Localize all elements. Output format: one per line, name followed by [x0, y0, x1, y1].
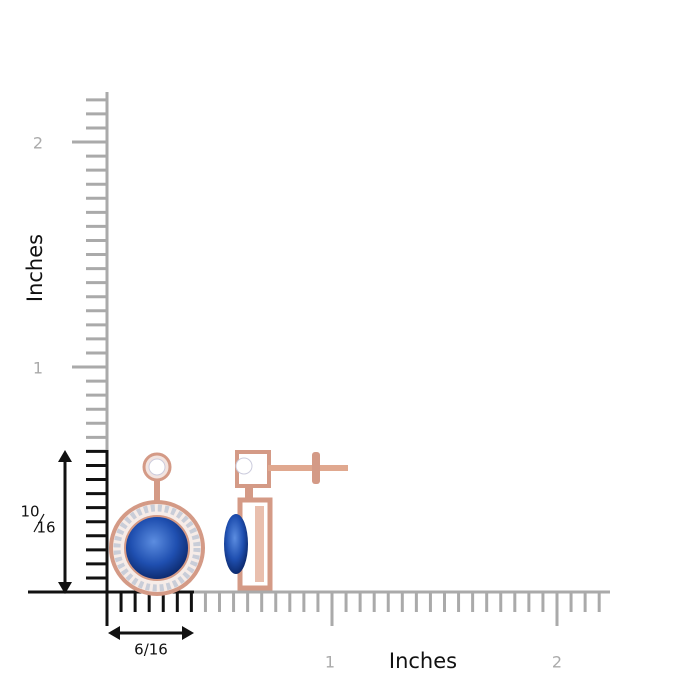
earring-side: [224, 450, 348, 591]
x-tick-label: 1: [325, 653, 335, 672]
x-axis-label: Inches: [389, 649, 457, 673]
y-tick-label: 2: [33, 134, 43, 153]
width-dimension: 6/16: [108, 626, 194, 659]
rulers: [72, 98, 601, 626]
width-label: 6/16: [134, 641, 168, 659]
height-numerator: 10: [20, 503, 39, 521]
x-tick-label: 2: [552, 653, 562, 672]
y-tick-label: 1: [33, 359, 43, 378]
y-axis-label: Inches: [23, 234, 47, 302]
height-dimension: 10 16: [20, 450, 72, 594]
height-denominator: 16: [36, 519, 55, 537]
earring-front: [109, 452, 205, 596]
